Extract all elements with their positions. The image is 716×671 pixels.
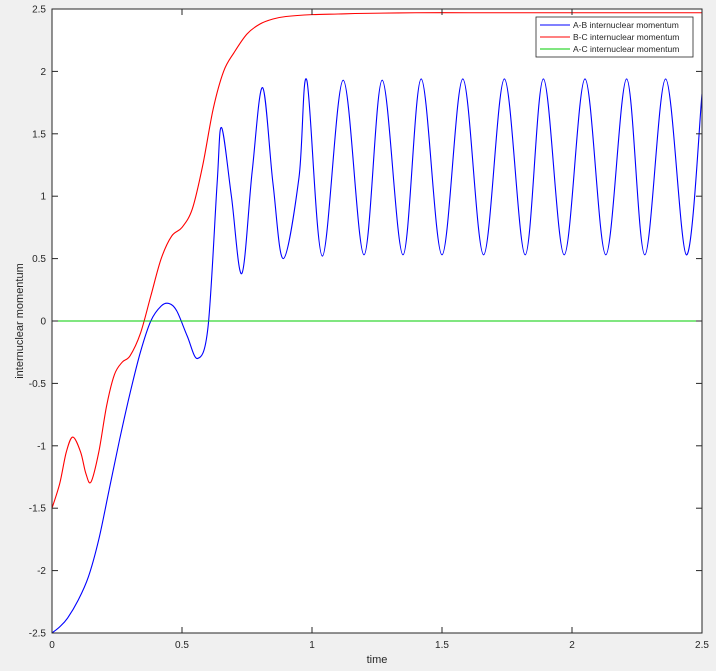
y-tick-label: 1	[40, 192, 46, 203]
legend-label-bc: B-C internuclear momentum	[573, 32, 679, 42]
y-tick-label: 0	[40, 317, 46, 328]
y-tick-label: -0.5	[29, 379, 47, 390]
legend-entry-bc: B-C internuclear momentum	[540, 32, 679, 42]
legend-label-ab: A-B internuclear momentum	[573, 20, 679, 30]
y-tick-label: 0.5	[32, 254, 46, 265]
legend-entry-ac: A-C internuclear momentum	[540, 44, 679, 54]
x-axis-label: time	[367, 654, 388, 666]
x-tick-label: 0.5	[175, 640, 189, 651]
tick-layer: 0 0.5 1 1.5 2 2.5 -2.5 -2 -1.5 -1 -0.5 0 0.5 1 1.5 2 2.5	[29, 5, 710, 652]
x-tick-label: 2	[569, 640, 575, 651]
y-tick-label: 2.5	[32, 5, 46, 16]
x-tick-label: 2.5	[695, 640, 709, 651]
y-axis-label: internuclear momentum	[14, 263, 26, 379]
y-tick-label: -1	[37, 441, 46, 452]
legend: A-B internuclear momentum B-C internucle…	[535, 16, 694, 58]
x-tick-label: 1.5	[435, 640, 449, 651]
y-tick-label: 1.5	[32, 129, 46, 140]
legend-entry-ab: A-B internuclear momentum	[540, 20, 679, 30]
legend-label-ac: A-C internuclear momentum	[573, 44, 679, 54]
series-layer	[51, 12, 703, 634]
y-tick-label: -1.5	[29, 504, 47, 515]
y-tick-label: -2.5	[29, 629, 47, 640]
series-line-1	[51, 12, 702, 509]
x-tick-label: 1	[309, 640, 315, 651]
y-tick-label: -2	[37, 566, 46, 577]
x-tick-label: 0	[49, 640, 55, 651]
y-tick-label: 2	[40, 67, 46, 78]
